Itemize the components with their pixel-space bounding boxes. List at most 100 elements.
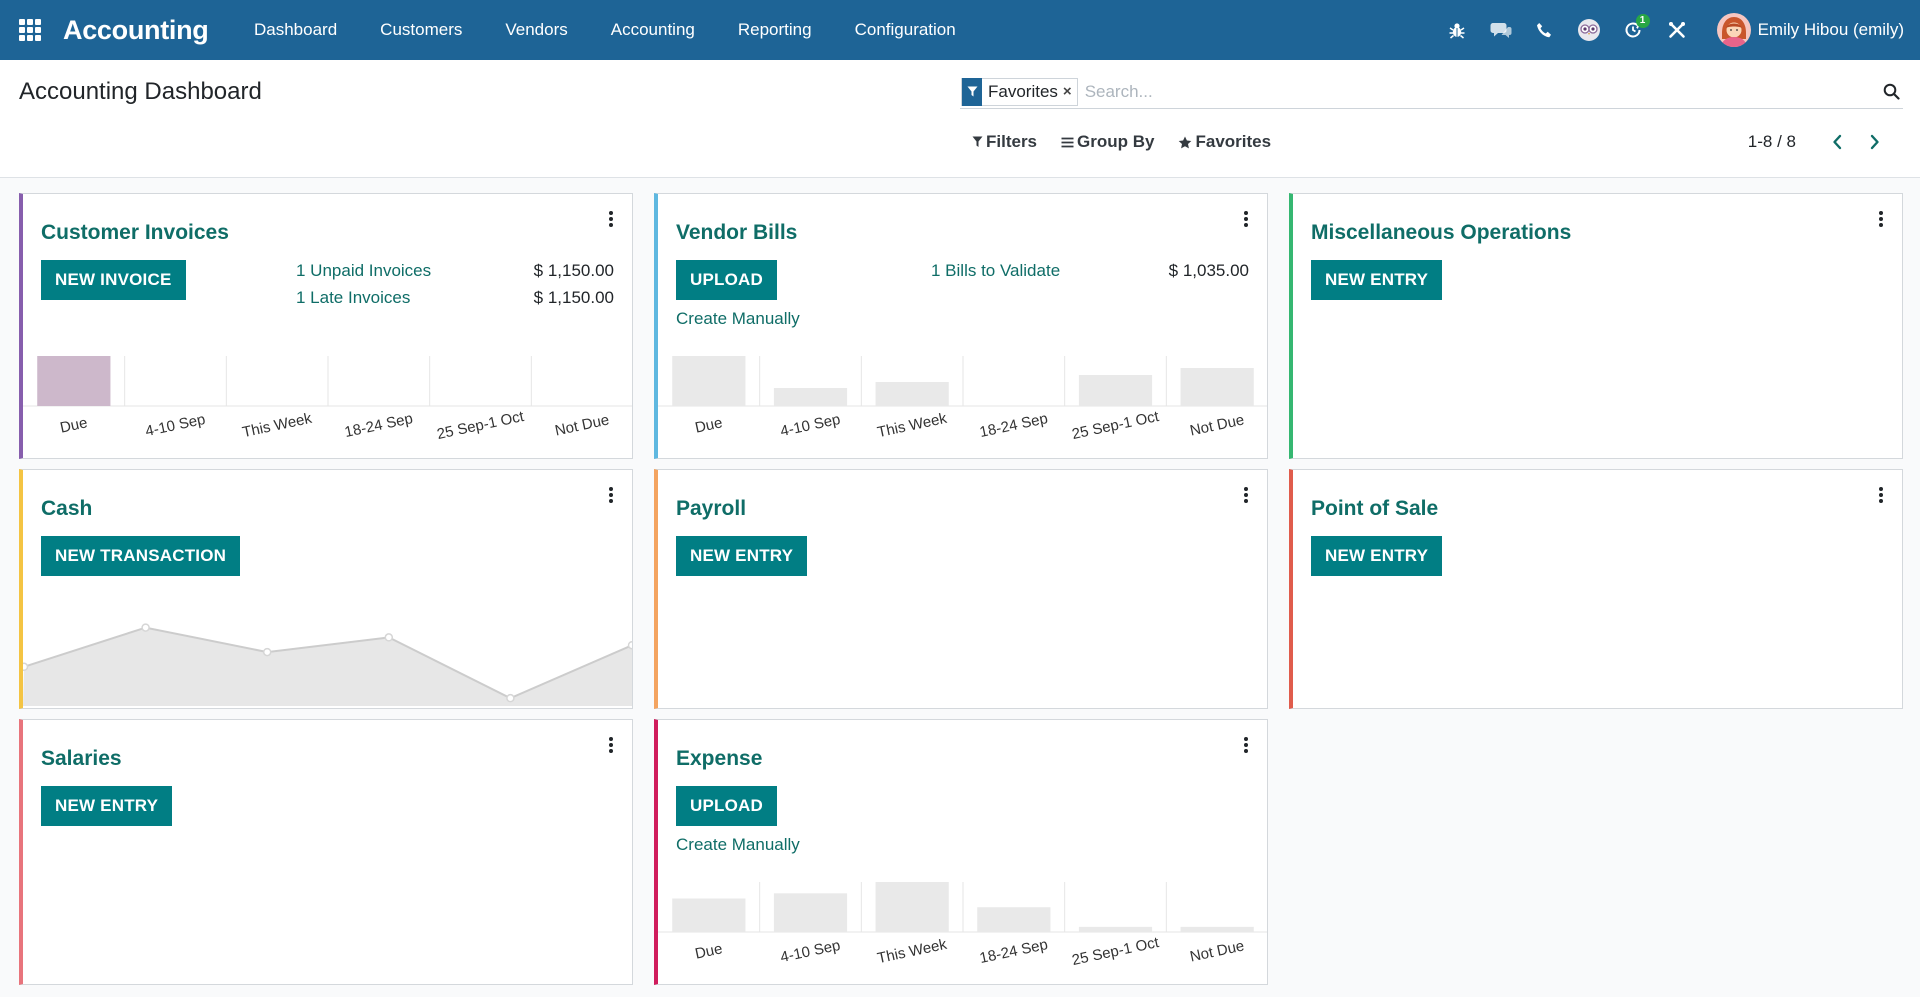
search-icon[interactable] bbox=[1879, 77, 1903, 107]
new-transaction-button[interactable]: NEW TRANSACTION bbox=[41, 536, 241, 576]
chart-tick-label: 4-10 Sep bbox=[779, 937, 842, 966]
top-navbar: Accounting Dashboard Customers Vendors A… bbox=[0, 0, 1920, 60]
chart-bar bbox=[37, 356, 111, 406]
journal-title[interactable]: Cash bbox=[41, 497, 93, 520]
favorites-button[interactable]: Favorites bbox=[1178, 132, 1271, 152]
user-menu[interactable]: Emily Hibou (emily) bbox=[1716, 0, 1920, 60]
chart-bar bbox=[977, 907, 1051, 932]
bills-to-validate-link[interactable]: 1 Bills to Validate bbox=[931, 261, 1061, 280]
create-manually-link[interactable]: Create Manually bbox=[676, 835, 800, 854]
tools-icon[interactable] bbox=[1655, 0, 1699, 60]
journal-title[interactable]: Point of Sale bbox=[1311, 497, 1439, 520]
activity-clock-icon[interactable]: 1 bbox=[1611, 0, 1655, 60]
card-menu-kebab-icon[interactable] bbox=[1241, 734, 1251, 756]
chart-tick-label: 4-10 Sep bbox=[779, 411, 842, 440]
chart-bar bbox=[1078, 375, 1153, 406]
star-icon bbox=[1179, 136, 1192, 148]
control-panel: Accounting Dashboard Favorites × Filters… bbox=[0, 60, 1920, 178]
new-entry-button[interactable]: NEW ENTRY bbox=[1311, 536, 1443, 576]
new-invoice-button[interactable]: NEW INVOICE bbox=[41, 260, 186, 300]
upload-expense-button[interactable]: UPLOAD bbox=[676, 786, 777, 826]
debug-bug-icon[interactable] bbox=[1435, 0, 1479, 60]
menu-customers[interactable]: Customers bbox=[380, 20, 463, 39]
filter-icon bbox=[972, 136, 983, 147]
chart-bar bbox=[1180, 368, 1254, 406]
card-menu-kebab-icon[interactable] bbox=[606, 734, 616, 756]
upload-bill-button[interactable]: UPLOAD bbox=[676, 260, 777, 300]
chart-line bbox=[23, 626, 632, 700]
app-switcher-button[interactable] bbox=[0, 0, 60, 60]
chart-tick-label: This Week bbox=[241, 410, 314, 441]
card-menu-kebab-icon[interactable] bbox=[1876, 208, 1886, 230]
pager-previous-button[interactable] bbox=[1818, 129, 1856, 155]
journal-title[interactable]: Salaries bbox=[41, 747, 122, 770]
chart-tick-label: 4-10 Sep bbox=[144, 411, 207, 440]
chart-tick-label: This Week bbox=[876, 410, 949, 441]
group-by-button[interactable]: Group By bbox=[1061, 132, 1154, 152]
app-brand[interactable]: Accounting bbox=[63, 14, 209, 45]
card-menu-kebab-icon[interactable] bbox=[606, 208, 616, 230]
chart-point bbox=[141, 623, 150, 632]
card-menu-kebab-icon[interactable] bbox=[1241, 484, 1251, 506]
filter-funnel-icon bbox=[962, 77, 982, 106]
discuss-chat-icon[interactable] bbox=[1479, 0, 1523, 60]
journal-title[interactable]: Vendor Bills bbox=[676, 221, 798, 244]
create-manually-link[interactable]: Create Manually bbox=[676, 309, 800, 328]
search-facet: Favorites × bbox=[961, 77, 1078, 106]
owl-assistant-icon[interactable] bbox=[1567, 0, 1611, 60]
journal-title[interactable]: Miscellaneous Operations bbox=[1311, 221, 1572, 244]
journal-kanban: Customer Invoices NEW INVOICE 1 Unpaid I… bbox=[0, 179, 1920, 997]
menu-vendors[interactable]: Vendors bbox=[505, 20, 568, 39]
chart-tick-label: Not Due bbox=[1188, 411, 1245, 439]
new-entry-button[interactable]: NEW ENTRY bbox=[41, 786, 173, 826]
main-menu: Dashboard Customers Vendors Accounting R… bbox=[233, 0, 978, 60]
chart-tick-label: 25 Sep-1 Oct bbox=[435, 408, 526, 443]
menu-configuration[interactable]: Configuration bbox=[854, 20, 956, 39]
chart-point bbox=[384, 633, 394, 642]
chevron-left-icon bbox=[1833, 134, 1842, 150]
chart-bar bbox=[672, 356, 746, 406]
chart-tick-label: 25 Sep-1 Oct bbox=[1070, 934, 1161, 969]
list-bars-icon bbox=[1061, 137, 1074, 147]
chart-tick-label: Not Due bbox=[1188, 937, 1245, 965]
menu-dashboard[interactable]: Dashboard bbox=[254, 20, 338, 39]
card-menu-kebab-icon[interactable] bbox=[1876, 484, 1886, 506]
chart-point bbox=[627, 640, 632, 650]
menu-reporting[interactable]: Reporting bbox=[737, 20, 812, 39]
chart-bar bbox=[773, 388, 848, 406]
journal-title[interactable]: Customer Invoices bbox=[41, 221, 229, 244]
menu-accounting[interactable]: Accounting bbox=[610, 20, 695, 39]
pager: 1-8 / 8 bbox=[1748, 129, 1894, 155]
chart-bar bbox=[1078, 926, 1153, 932]
vendor-bills-bar-chart[interactable]: Due 4-10 Sep This Week 18-24 Sep 25 Sep-1 Oc… bbox=[658, 354, 1268, 458]
chart-area bbox=[23, 627, 632, 706]
chart-bar bbox=[1180, 926, 1254, 932]
journal-title[interactable]: Payroll bbox=[676, 497, 747, 520]
user-avatar bbox=[1716, 13, 1751, 47]
journal-card-vendor-bills: Vendor Bills UPLOAD Create Manually 1 Bi… bbox=[654, 193, 1268, 459]
pager-value[interactable]: 1-8 / 8 bbox=[1747, 132, 1796, 151]
customer-invoices-bar-chart[interactable]: Due 4-10 Sep This Week 18-24 Sep 25 Sep-1 Oc… bbox=[23, 354, 633, 458]
phone-icon[interactable] bbox=[1523, 0, 1567, 60]
card-menu-kebab-icon[interactable] bbox=[1241, 208, 1251, 230]
chart-tick-label: 18-24 Sep bbox=[978, 936, 1049, 967]
bills-to-validate-amount: $ 1,035.00 bbox=[1168, 261, 1249, 280]
late-invoices-link[interactable]: 1 Late Invoices bbox=[296, 288, 411, 307]
search-input[interactable] bbox=[1077, 81, 1879, 102]
new-entry-button[interactable]: NEW ENTRY bbox=[676, 536, 808, 576]
chart-tick-label: 18-24 Sep bbox=[343, 410, 414, 441]
new-entry-button[interactable]: NEW ENTRY bbox=[1311, 260, 1443, 300]
filters-button[interactable]: Filters bbox=[972, 132, 1037, 152]
pager-next-button[interactable] bbox=[1856, 129, 1894, 155]
journal-title[interactable]: Expense bbox=[676, 747, 763, 770]
journal-card-customer-invoices: Customer Invoices NEW INVOICE 1 Unpaid I… bbox=[19, 193, 633, 459]
chart-bar bbox=[672, 898, 746, 932]
expense-bar-chart[interactable]: Due 4-10 Sep This Week 18-24 Sep 25 Sep-1 Oc… bbox=[658, 880, 1268, 984]
chart-point bbox=[506, 693, 515, 703]
card-menu-kebab-icon[interactable] bbox=[606, 484, 616, 506]
cash-area-chart[interactable] bbox=[23, 598, 633, 708]
unpaid-invoices-link[interactable]: 1 Unpaid Invoices bbox=[296, 261, 432, 280]
chart-bar bbox=[773, 893, 848, 932]
facet-remove-icon[interactable]: × bbox=[1062, 83, 1072, 100]
page-title: Accounting Dashboard bbox=[19, 78, 262, 105]
